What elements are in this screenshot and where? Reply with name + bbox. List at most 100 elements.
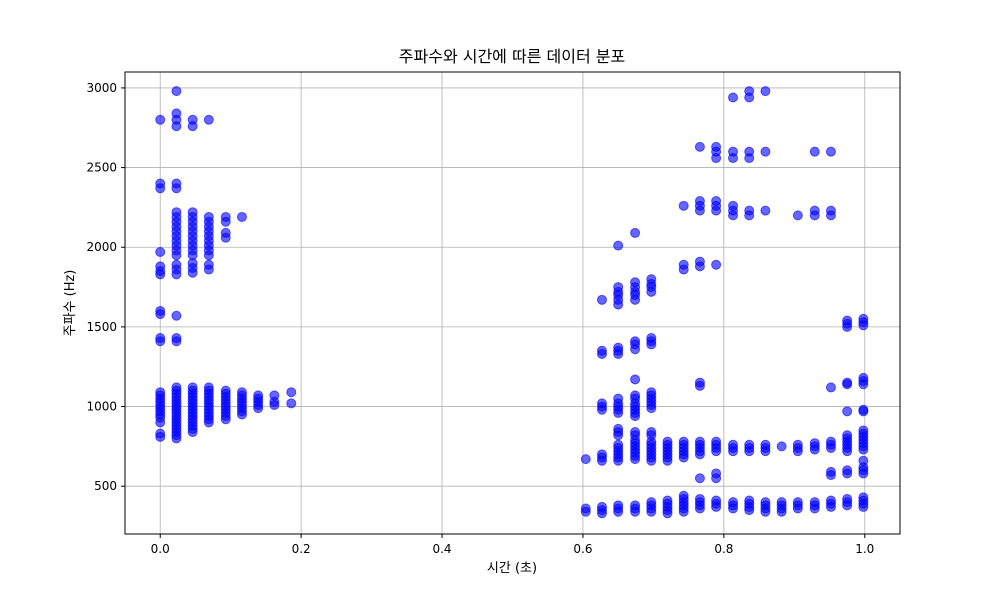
y-tick-label: 3000 bbox=[86, 81, 117, 95]
data-point bbox=[630, 506, 641, 517]
data-point bbox=[187, 427, 198, 438]
data-point bbox=[630, 454, 641, 465]
data-point bbox=[842, 321, 853, 332]
y-tick-label: 1000 bbox=[86, 400, 117, 414]
data-point bbox=[646, 455, 657, 466]
data-point bbox=[711, 473, 722, 484]
data-point bbox=[286, 398, 297, 409]
data-point bbox=[220, 232, 231, 243]
data-point bbox=[809, 146, 820, 157]
data-point bbox=[858, 406, 869, 417]
data-point bbox=[694, 503, 705, 514]
data-point bbox=[613, 299, 624, 310]
data-point bbox=[596, 455, 607, 466]
data-point bbox=[694, 449, 705, 460]
data-point bbox=[596, 294, 607, 305]
data-point bbox=[760, 205, 771, 216]
x-axis-label: 시간 (초) bbox=[487, 561, 537, 576]
data-point bbox=[825, 382, 836, 393]
data-point bbox=[171, 310, 182, 321]
data-point bbox=[809, 503, 820, 514]
data-point bbox=[613, 407, 624, 418]
data-point bbox=[842, 446, 853, 457]
data-point bbox=[678, 264, 689, 275]
data-point bbox=[825, 146, 836, 157]
data-point bbox=[286, 387, 297, 398]
x-tick-label: 0.2 bbox=[292, 542, 311, 556]
data-point bbox=[776, 506, 787, 517]
data-point bbox=[613, 348, 624, 359]
data-point bbox=[678, 506, 689, 517]
data-point bbox=[792, 210, 803, 221]
x-axis: 0.0 0.2 0.4 0.6 0.8 1.0 bbox=[151, 534, 874, 556]
data-point bbox=[203, 417, 214, 428]
data-point bbox=[155, 114, 166, 125]
data-point bbox=[760, 446, 771, 457]
data-point bbox=[792, 446, 803, 457]
data-point bbox=[171, 433, 182, 444]
data-point bbox=[842, 406, 853, 417]
data-point bbox=[858, 468, 869, 479]
data-point bbox=[694, 380, 705, 391]
data-point bbox=[155, 431, 166, 442]
data-point bbox=[630, 344, 641, 355]
data-point bbox=[858, 501, 869, 512]
data-point bbox=[694, 205, 705, 216]
data-point bbox=[842, 468, 853, 479]
data-point bbox=[744, 210, 755, 221]
y-tick-label: 2000 bbox=[86, 240, 117, 254]
data-point bbox=[728, 503, 739, 514]
data-point bbox=[809, 210, 820, 221]
data-point bbox=[580, 454, 591, 465]
x-tick-label: 1.0 bbox=[855, 542, 874, 556]
data-point bbox=[842, 500, 853, 511]
data-point bbox=[187, 267, 198, 278]
data-point bbox=[858, 320, 869, 331]
data-point bbox=[187, 121, 198, 132]
data-point bbox=[171, 121, 182, 132]
data-point bbox=[694, 473, 705, 484]
data-point bbox=[596, 348, 607, 359]
data-point bbox=[760, 146, 771, 157]
data-point bbox=[842, 379, 853, 390]
data-point bbox=[171, 86, 182, 97]
data-point bbox=[760, 86, 771, 97]
y-tick-label: 2500 bbox=[86, 161, 117, 175]
data-point bbox=[728, 153, 739, 164]
data-point bbox=[760, 506, 771, 517]
data-point bbox=[744, 446, 755, 457]
data-point bbox=[646, 403, 657, 414]
data-point bbox=[155, 417, 166, 428]
plot-area-frame bbox=[124, 71, 901, 535]
data-point bbox=[825, 442, 836, 453]
data-point bbox=[613, 430, 624, 441]
data-point bbox=[220, 216, 231, 227]
data-point bbox=[613, 240, 624, 251]
data-point bbox=[171, 269, 182, 280]
data-point bbox=[728, 210, 739, 221]
y-axis-label: 주파수 (Hz) bbox=[63, 270, 78, 337]
data-point bbox=[171, 250, 182, 261]
data-point bbox=[630, 294, 641, 305]
data-point bbox=[694, 261, 705, 272]
x-tick-label: 0.8 bbox=[714, 542, 733, 556]
data-point bbox=[646, 286, 657, 297]
data-point bbox=[744, 505, 755, 516]
data-points bbox=[155, 86, 869, 519]
data-point bbox=[744, 92, 755, 103]
data-point bbox=[171, 183, 182, 194]
x-tick-label: 0.0 bbox=[151, 542, 170, 556]
data-point bbox=[711, 501, 722, 512]
grid-lines bbox=[125, 72, 900, 534]
data-point bbox=[580, 506, 591, 517]
data-point bbox=[858, 444, 869, 455]
data-point bbox=[728, 446, 739, 457]
data-point bbox=[253, 403, 264, 414]
data-point bbox=[171, 336, 182, 347]
data-point bbox=[744, 153, 755, 164]
data-point bbox=[203, 114, 214, 125]
data-point bbox=[792, 503, 803, 514]
data-point bbox=[596, 508, 607, 519]
